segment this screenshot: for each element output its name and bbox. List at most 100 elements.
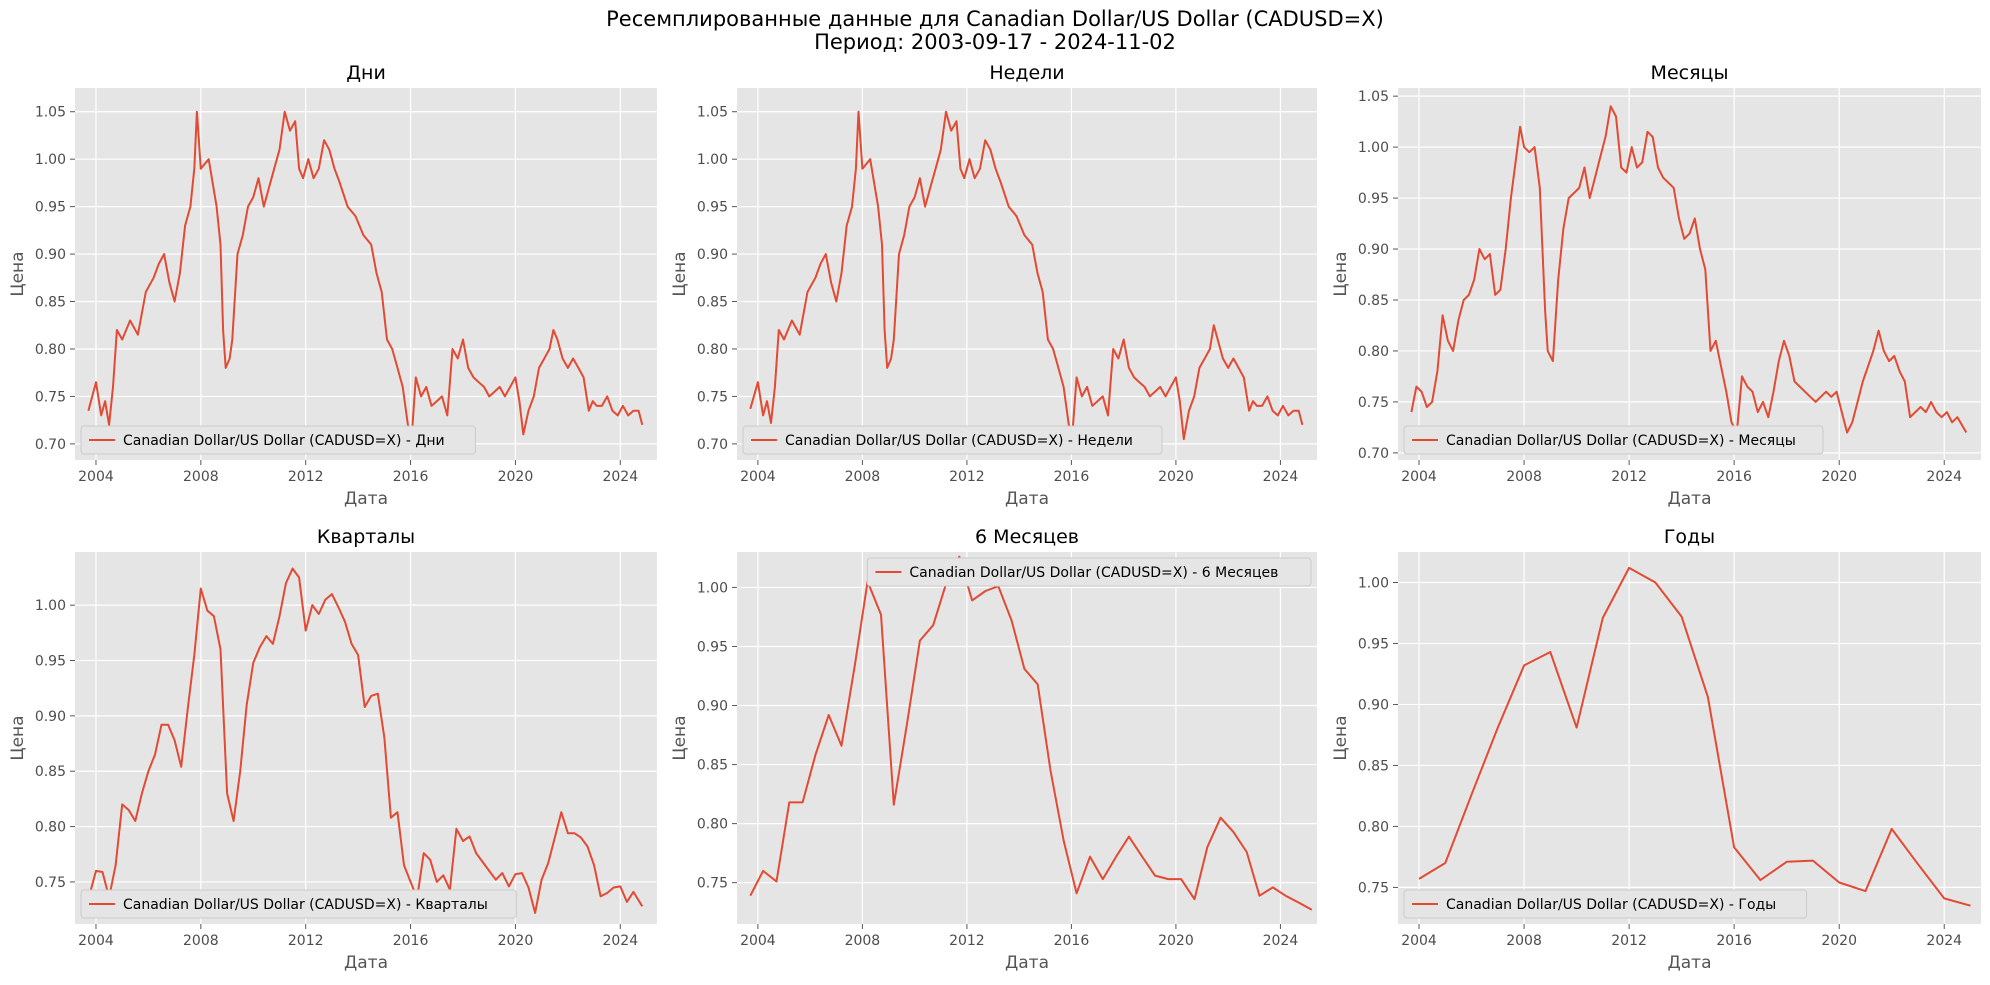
x-tick-label: 2016	[1054, 469, 1090, 485]
x-tick-label: 2004	[78, 933, 114, 949]
y-tick-label: 0.90	[35, 247, 66, 263]
series-line	[88, 567, 644, 914]
x-tick-label: 2020	[498, 469, 534, 485]
y-axis-label: Цена	[1331, 715, 1351, 760]
y-tick-label: 0.95	[1358, 191, 1389, 207]
subplot-title: Месяцы	[1651, 62, 1729, 84]
y-tick-label: 0.80	[697, 817, 728, 833]
y-tick-label: 0.75	[35, 389, 66, 405]
x-axis-label: Дата	[344, 489, 388, 509]
axes-background	[75, 88, 657, 460]
y-tick-label: 0.85	[1358, 758, 1389, 774]
subplot-title: Кварталы	[317, 526, 415, 548]
y-tick-label: 1.00	[1358, 140, 1389, 156]
x-tick-label: 2016	[393, 933, 429, 949]
x-tick-label: 2024	[602, 469, 638, 485]
x-tick-label: 2016	[1054, 933, 1090, 949]
x-axis-label: Дата	[344, 953, 388, 973]
y-tick-label: 0.80	[1358, 344, 1389, 360]
y-tick-label: 0.70	[1358, 446, 1389, 462]
subplot-6: 2004 2008 2012 2016 2020 2024 0.75 0.80 0.85 0.90…	[1331, 526, 1981, 973]
y-tick-label: 0.95	[697, 639, 728, 655]
x-tick-label: 2008	[845, 933, 881, 949]
subplot-5: 2004 2008 2012 2016 2020 2024 0.75 0.80 0.85 0.90…	[670, 526, 1317, 973]
y-tick-label: 1.05	[697, 105, 728, 121]
x-tick-label: 2020	[1158, 469, 1194, 485]
y-tick-label: 0.80	[35, 342, 66, 358]
x-tick-label: 2012	[1611, 469, 1647, 485]
y-tick-label: 0.80	[1358, 819, 1389, 835]
x-axis-label: Дата	[1005, 953, 1049, 973]
subplot-1: 2004 2008 2012 2016 2020 2024 0.70 0.75 0.80 0.85…	[8, 62, 657, 509]
y-tick-label: 0.70	[697, 437, 728, 453]
x-tick-label: 2008	[183, 469, 219, 485]
axes-background	[737, 88, 1317, 460]
y-tick-label: 0.90	[1358, 242, 1389, 258]
y-tick-label: 0.90	[1358, 697, 1389, 713]
x-tick-label: 2024	[1926, 469, 1962, 485]
legend-label: Canadian Dollar/US Dollar (CADUSD=X) - М…	[1446, 433, 1796, 449]
y-axis-label: Цена	[670, 715, 690, 760]
x-tick-label: 2020	[1821, 469, 1857, 485]
y-tick-label: 0.85	[1358, 293, 1389, 309]
legend: Canadian Dollar/US Dollar (CADUSD=X) - К…	[80, 889, 517, 919]
y-tick-label: 0.85	[697, 758, 728, 774]
series-line	[749, 110, 1304, 441]
subplot-title: Годы	[1664, 526, 1715, 548]
legend-box	[1403, 889, 1808, 919]
legend-label: Canadian Dollar/US Dollar (CADUSD=X) - Д…	[123, 433, 445, 449]
y-tick-label: 0.75	[697, 389, 728, 405]
legend-label: Canadian Dollar/US Dollar (CADUSD=X) - Н…	[785, 433, 1133, 449]
y-tick-label: 0.90	[697, 699, 728, 715]
x-tick-label: 2024	[1926, 933, 1962, 949]
y-tick-label: 0.95	[35, 200, 66, 216]
subplot-title: 6 Месяцев	[975, 526, 1079, 548]
subplot-3: 2004 2008 2012 2016 2020 2024 0.70 0.75 0.80 0.85…	[1331, 62, 1981, 509]
legend-box	[742, 425, 1163, 455]
series-line	[1418, 566, 1971, 907]
series-line	[1410, 105, 1968, 434]
x-tick-label: 2004	[740, 469, 776, 485]
y-tick-label: 0.70	[35, 437, 66, 453]
series-line	[87, 110, 644, 436]
axes-background	[1398, 88, 1981, 460]
x-tick-label: 2016	[393, 469, 429, 485]
legend-label: Canadian Dollar/US Dollar (CADUSD=X) - 6…	[909, 565, 1278, 581]
y-tick-label: 0.75	[1358, 395, 1389, 411]
subplot-4: 2004 2008 2012 2016 2020 2024 0.75 0.80 0.85 0.90…	[8, 526, 657, 973]
axes-background	[737, 552, 1317, 924]
axes-background	[1398, 552, 1981, 924]
x-tick-label: 2012	[949, 469, 985, 485]
y-tick-label: 0.75	[697, 876, 728, 892]
x-tick-label: 2020	[1821, 933, 1857, 949]
x-tick-label: 2004	[1401, 933, 1437, 949]
legend: Canadian Dollar/US Dollar (CADUSD=X) - Д…	[80, 425, 476, 455]
y-tick-label: 0.95	[1358, 636, 1389, 652]
legend-box	[1403, 425, 1824, 455]
x-tick-label: 2020	[498, 933, 534, 949]
x-tick-label: 2004	[1401, 469, 1437, 485]
legend-box	[80, 889, 517, 919]
legend-label: Canadian Dollar/US Dollar (CADUSD=X) - Г…	[1446, 897, 1776, 913]
y-tick-label: 0.85	[35, 764, 66, 780]
x-tick-label: 2012	[1611, 933, 1647, 949]
legend-box	[866, 557, 1312, 587]
subplot-2: 2004 2008 2012 2016 2020 2024 0.70 0.75 0.80 0.85…	[670, 62, 1317, 509]
y-tick-label: 1.00	[35, 152, 66, 168]
legend: Canadian Dollar/US Dollar (CADUSD=X) - 6…	[866, 557, 1312, 587]
y-axis-label: Цена	[8, 715, 28, 760]
x-tick-label: 2020	[1158, 933, 1194, 949]
x-tick-label: 2008	[183, 933, 219, 949]
x-tick-label: 2024	[602, 933, 638, 949]
legend: Canadian Dollar/US Dollar (CADUSD=X) - Н…	[742, 425, 1163, 455]
y-tick-label: 1.00	[697, 152, 728, 168]
y-tick-label: 0.80	[35, 820, 66, 836]
x-tick-label: 2012	[288, 469, 324, 485]
x-tick-label: 2012	[288, 933, 324, 949]
y-axis-label: Цена	[670, 251, 690, 296]
legend: Canadian Dollar/US Dollar (CADUSD=X) - Г…	[1403, 889, 1808, 919]
axes-background	[75, 552, 657, 924]
y-tick-label: 0.80	[697, 342, 728, 358]
subplot-title: Недели	[989, 62, 1064, 84]
